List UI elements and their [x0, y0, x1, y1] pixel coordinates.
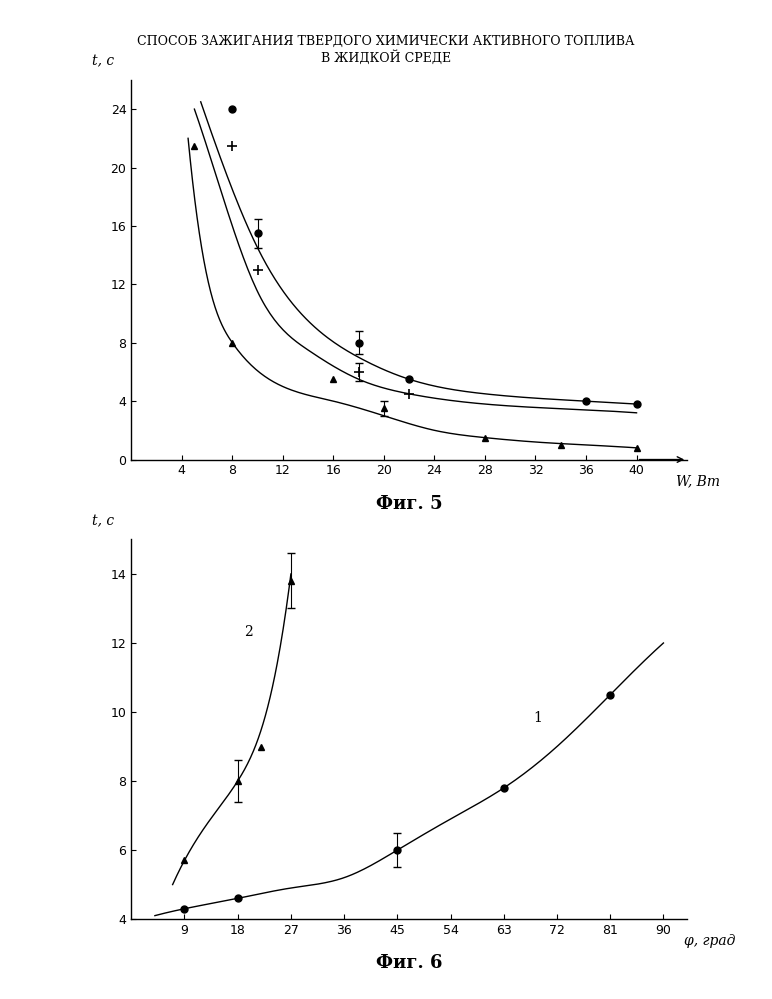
- Text: Фиг. 6: Фиг. 6: [376, 954, 442, 972]
- X-axis label: φ, град: φ, град: [684, 934, 735, 948]
- X-axis label: W, Вт: W, Вт: [676, 475, 720, 489]
- Text: t, c: t, c: [93, 514, 114, 528]
- Text: 1: 1: [533, 711, 542, 725]
- Text: Фиг. 5: Фиг. 5: [376, 495, 442, 512]
- Text: В ЖИДКОЙ СРЕДЕ: В ЖИДКОЙ СРЕДЕ: [321, 50, 451, 65]
- Text: t, c: t, c: [93, 55, 114, 69]
- Text: СПОСОБ ЗАЖИГАНИЯ ТВЕРДОГО ХИМИЧЕСКИ АКТИВНОГО ТОПЛИВА: СПОСОБ ЗАЖИГАНИЯ ТВЕРДОГО ХИМИЧЕСКИ АКТИ…: [137, 35, 635, 48]
- Text: 2: 2: [244, 625, 252, 639]
